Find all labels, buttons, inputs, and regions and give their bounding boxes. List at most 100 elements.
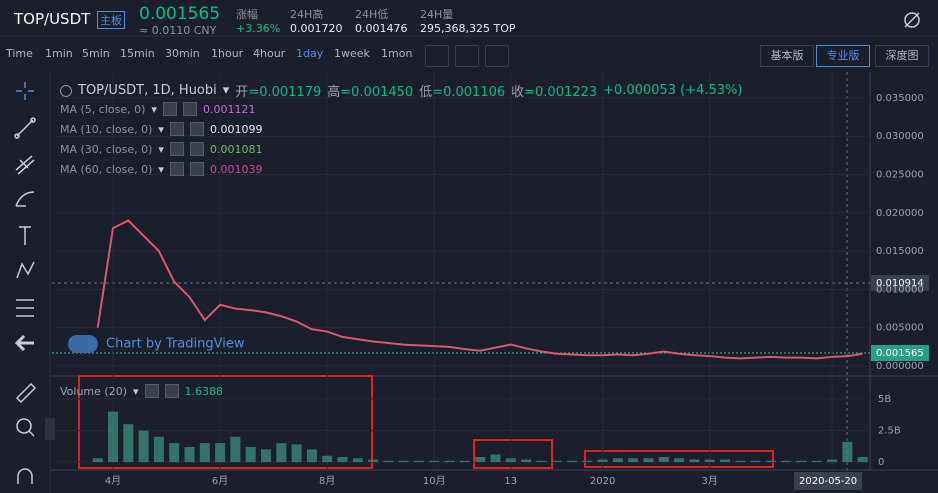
stat-label: 24H量 [420,8,454,21]
y-tick-label: 0.020000 [876,208,924,219]
theme-toggle[interactable] [902,10,922,30]
volume-bar [92,458,103,463]
ma-close[interactable] [189,122,204,136]
volume-bar [337,456,348,463]
volume-bar [765,460,776,463]
ma-close[interactable] [189,162,204,176]
ma-value: 0.001099 [209,122,263,136]
watermark: Chart by TradingView [68,335,244,353]
ma-name: MA (10, close, 0) [60,122,153,136]
stat-label: 涨幅 [236,8,258,21]
last-price: 0.001565 [876,348,924,359]
stat-label: 24H低 [355,8,389,21]
fullscreen-button[interactable] [485,45,509,67]
interval[interactable]: 5min [82,47,110,60]
volume-value: 1.6388 [184,384,224,398]
volume-bar [459,460,470,463]
interval[interactable]: Time [6,47,33,60]
symbol: TOP/USDT, 1D, Huobi [78,83,217,98]
volume-bar [827,459,838,463]
volume-bar [184,446,195,463]
ma-row: MA (10, close, 0) ▾ 0.001099 [60,122,262,136]
volume-bar [674,458,685,463]
price-label-box [871,275,929,291]
volume-bar [658,456,669,463]
ma-row: MA (30, close, 0) ▾ 0.001081 [60,142,262,156]
ohlc-value: =0.001179 [248,85,322,100]
volume-bar [551,460,562,463]
volume-bar [781,460,792,463]
crosshair-price: 0.010914 [876,278,924,289]
interval[interactable]: 1mon [381,47,413,60]
ma-close[interactable] [189,142,204,156]
volume-legend: Volume (20) ▾ 1.6388 [60,384,224,398]
volume-bar [475,456,486,463]
ohlc-label: 开 [235,85,249,100]
volume-bar [368,459,379,463]
price: 0.001565 [139,4,221,24]
settings-button[interactable] [455,45,479,67]
volume-bar [414,460,424,463]
x-tick-label: 6月 [212,475,228,487]
x-tick-label: 13 [504,476,517,487]
volume-bar [444,460,455,463]
y-tick-label: 0.005000 [876,323,924,334]
interval[interactable]: 30min [165,47,200,60]
volume-bar [612,458,623,463]
volume-bar [306,449,317,463]
interval[interactable]: 4hour [253,47,286,60]
version-button[interactable]: 基本版 [760,45,814,67]
collapse-tab[interactable] [45,418,55,440]
volume-bar [429,460,440,463]
ma-close[interactable] [182,102,197,116]
y-tick-label: 0.010000 [876,284,924,295]
ohlc-value: =0.001223 [524,85,598,100]
volume-bar [720,459,730,463]
interval[interactable]: 1min [45,47,73,60]
ma-settings[interactable] [169,122,184,136]
ma-row: MA (60, close, 0) ▾ 0.001039 [60,162,262,176]
drawing-tools[interactable] [14,82,37,484]
cny-price: ≈ 0.0110 CNY [139,24,217,37]
price-line [96,219,863,360]
y-tick-label: 0.015000 [876,246,924,257]
ma-settings[interactable] [169,142,184,156]
ohlc-item: 高=0.001450 [327,81,413,100]
volume-bar [215,443,226,463]
date-label-box [794,472,863,490]
dropdown: ▾ [158,142,164,156]
stat-value: 0.001476 [355,22,408,35]
ma-settings[interactable] [162,102,177,116]
x-tick-label: 2020-05-20 [799,476,857,487]
ma-settings[interactable] [169,162,184,176]
volume-bar [138,430,149,463]
version-button[interactable]: 深度图 [875,45,929,67]
highlight-box [78,375,373,469]
highlight-box [473,439,553,469]
version-button[interactable]: 专业版 [816,45,870,67]
pair: TOP/USDT [14,10,91,28]
interval[interactable]: 1hour [211,47,244,60]
volume-bar [536,460,547,463]
volume-bar [108,411,118,463]
ohlc-value: =0.001450 [340,85,414,100]
y-tick-label: 5B [878,394,891,405]
ma-value: 0.001121 [202,102,256,116]
toolbar-bg [0,36,938,70]
interval[interactable]: 1day [296,47,324,60]
y-tick-label: 0 [878,457,884,468]
interval[interactable]: 15min [120,47,155,60]
volume-bar [857,456,868,463]
volume-bar [490,454,501,463]
y-tick-label: 0.025000 [876,170,924,181]
ohlc: 开=0.001179 高=0.001450 低=0.001106 收=0.001223 [235,81,597,100]
stat-value: 0.001720 [290,22,343,35]
ma-value: 0.001039 [209,162,263,176]
volume-bar [199,443,210,463]
interval[interactable]: 1week [334,47,370,60]
y-tick-label: 2.5B [878,425,901,436]
indicator-button[interactable] [425,45,449,67]
x-tick-label: 2020 [590,476,615,487]
volume-bar [842,441,853,463]
